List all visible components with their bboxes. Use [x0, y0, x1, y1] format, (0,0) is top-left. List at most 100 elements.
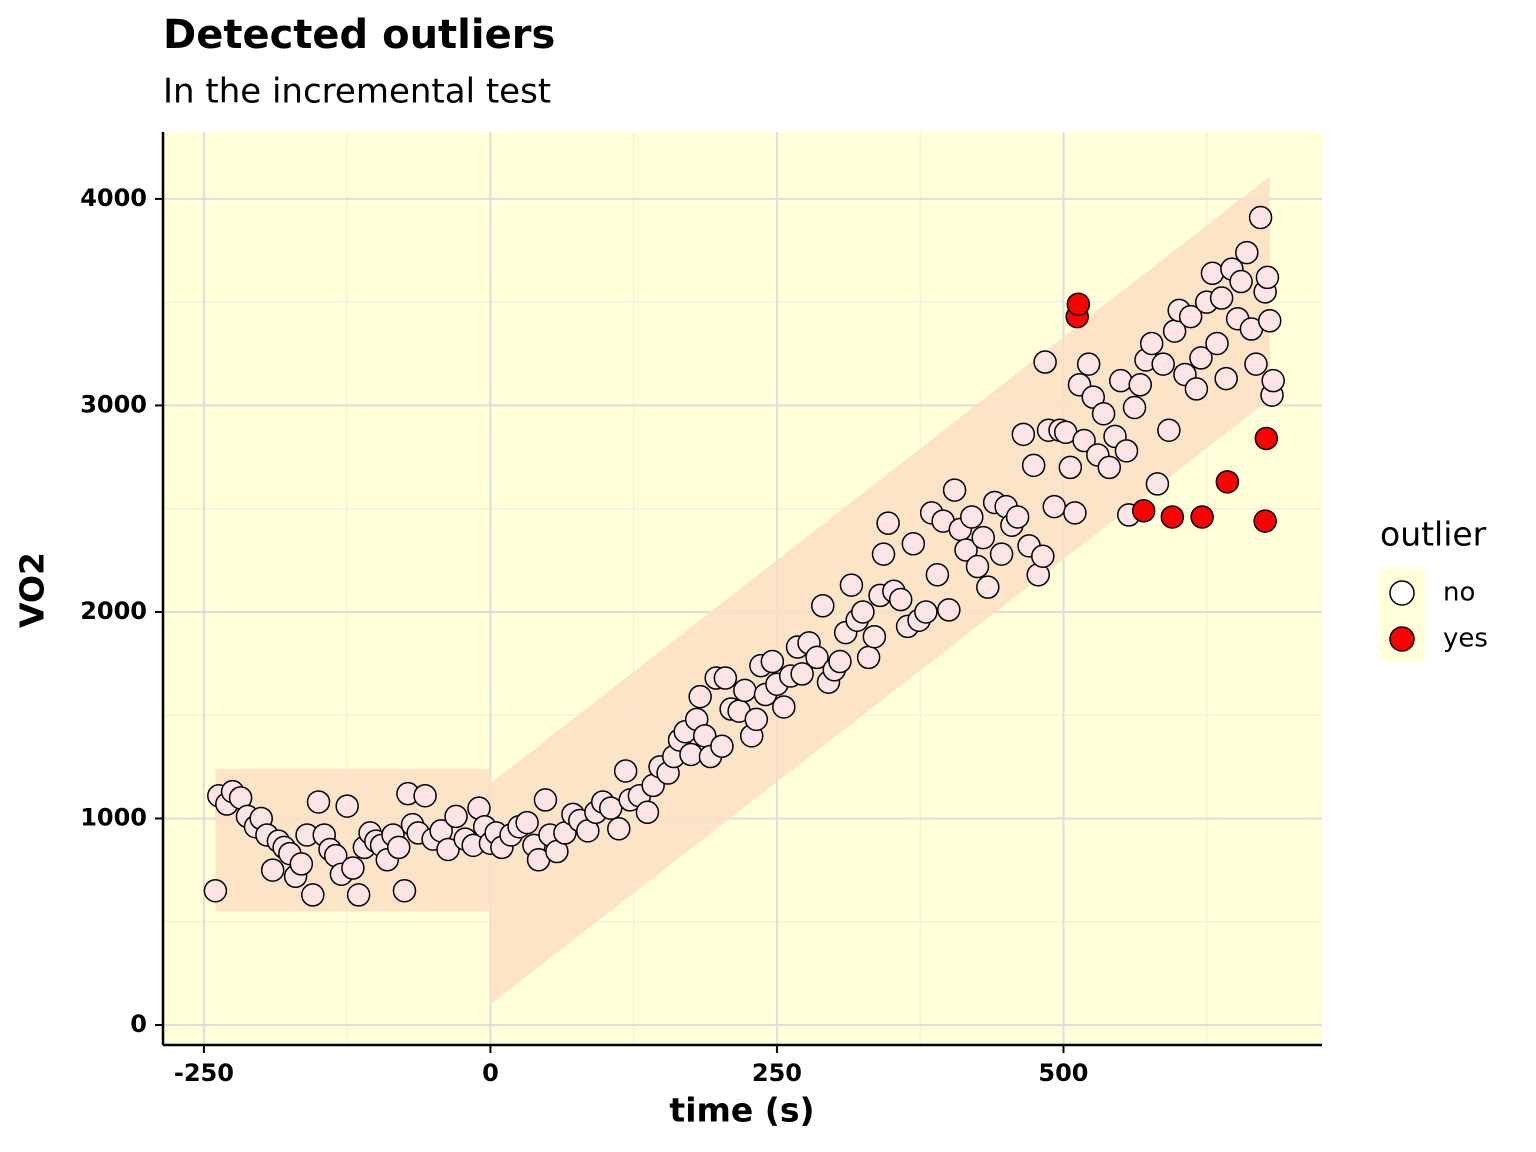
y-tick-label: 1000 [80, 803, 147, 831]
data-point [1261, 368, 1285, 393]
y-tick-label: 2000 [80, 597, 147, 625]
data-point [1235, 240, 1259, 265]
data-point [888, 587, 913, 612]
data-point [960, 505, 984, 529]
data-point [1244, 352, 1268, 376]
x-tick-label: -250 [174, 1059, 234, 1087]
y-tick-label: 0 [130, 1010, 147, 1038]
data-point [1209, 286, 1234, 310]
data-point [811, 594, 835, 618]
data-point [713, 666, 738, 690]
legend-marker [1389, 626, 1415, 652]
data-point [744, 707, 769, 732]
data-point [1145, 472, 1170, 496]
data-point [976, 575, 1000, 599]
y-tick-label: 4000 [80, 184, 147, 212]
data-point [851, 600, 875, 624]
data-point [1011, 422, 1036, 447]
data-point [1200, 261, 1225, 286]
data-point [1066, 292, 1091, 316]
data-point [901, 532, 926, 556]
data-point [1091, 401, 1116, 426]
data-point [914, 600, 938, 624]
chart-subtitle: In the incremental test [163, 72, 551, 112]
data-point [871, 542, 896, 566]
data-point [599, 796, 623, 820]
data-point [688, 684, 712, 709]
data-point [772, 695, 796, 719]
legend-marker [1389, 580, 1415, 606]
data-point [635, 800, 660, 825]
data-point [613, 759, 638, 783]
data-point [1214, 366, 1238, 391]
data-point [828, 649, 852, 674]
data-point [989, 542, 1014, 566]
data-point [1229, 269, 1253, 294]
data-point [954, 538, 978, 562]
data-point [260, 858, 285, 882]
data-point [607, 817, 631, 841]
data-point [1215, 470, 1240, 494]
data-point [1072, 428, 1096, 453]
data-point [1114, 439, 1139, 463]
data-point [301, 883, 325, 907]
legend-title: outlier [1380, 515, 1487, 554]
data-point [1097, 455, 1122, 480]
data-point [1042, 494, 1067, 519]
data-point [1160, 505, 1185, 529]
data-point [346, 883, 371, 907]
data-point [1157, 418, 1181, 442]
data-point [413, 784, 437, 808]
x-tick-label: 0 [482, 1059, 499, 1087]
data-point [1178, 304, 1203, 329]
data-point [805, 645, 829, 670]
legend-label: no [1443, 578, 1475, 608]
data-point [1076, 352, 1101, 376]
data-point [937, 598, 961, 622]
data-point [1058, 455, 1083, 480]
data-point [306, 790, 331, 814]
data-point [1151, 352, 1175, 376]
data-point [1131, 499, 1156, 523]
data-point [1253, 509, 1277, 533]
data-point [971, 525, 995, 550]
data-point [1005, 505, 1030, 529]
data-point [1254, 426, 1279, 451]
data-point [436, 837, 460, 862]
data-point [839, 573, 864, 597]
y-axis-title: VO2 [13, 552, 52, 628]
data-point [444, 804, 468, 829]
data-point [1184, 377, 1209, 401]
data-point [760, 649, 785, 674]
x-tick-label: 250 [752, 1059, 802, 1087]
data-point [1205, 331, 1229, 356]
data-point [1031, 544, 1055, 568]
data-point [335, 794, 359, 818]
data-point [965, 554, 990, 579]
x-axis-title: time (s) [669, 1091, 814, 1130]
data-point [1128, 373, 1152, 397]
chart-title: Detected outliers [163, 12, 555, 58]
data-point [942, 478, 967, 502]
data-point [1033, 350, 1057, 374]
x-tick-label: 500 [1038, 1059, 1088, 1087]
data-point [515, 810, 539, 835]
data-point [733, 678, 757, 703]
data-point [862, 624, 887, 649]
data-point [1257, 309, 1282, 333]
data-point [1190, 505, 1214, 529]
legend-label: yes [1443, 624, 1488, 654]
data-point [1021, 453, 1046, 478]
data-point [203, 879, 228, 903]
y-tick-label: 3000 [80, 390, 147, 418]
data-point [386, 835, 411, 860]
data-point [876, 511, 900, 535]
data-point [1248, 205, 1273, 230]
data-point [1122, 395, 1147, 420]
data-point [533, 788, 558, 812]
data-point [679, 742, 703, 767]
data-point [925, 563, 950, 587]
data-point [1189, 346, 1213, 370]
data-point [341, 856, 365, 880]
data-point [1063, 501, 1087, 525]
